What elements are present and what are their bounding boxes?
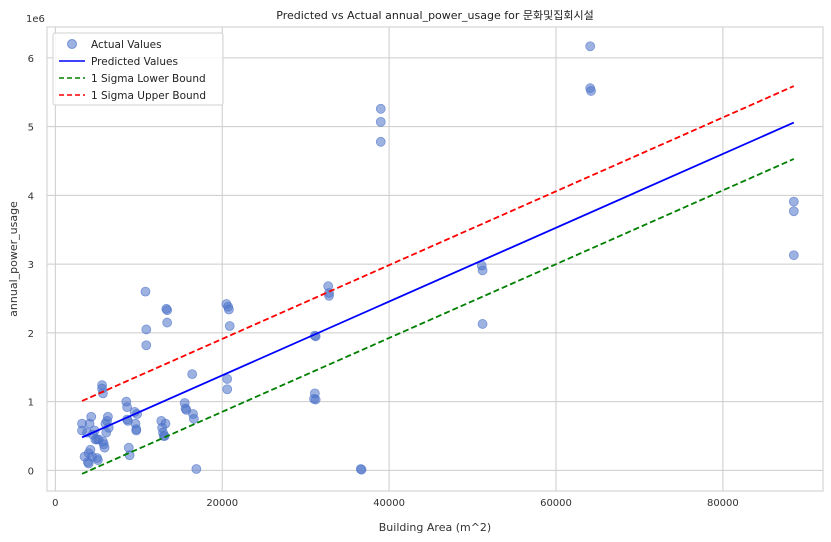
actual-point	[224, 304, 234, 315]
actual-point	[141, 340, 152, 351]
legend: Actual Values Predicted Values 1 Sigma L…	[52, 32, 224, 106]
upper-bound-line	[81, 85, 795, 402]
actual-point	[103, 411, 113, 422]
x-axis-label: Building Area (m^2)	[379, 521, 491, 534]
actual-point	[86, 411, 97, 422]
y-tick-label: 3	[28, 260, 34, 271]
legend-marker-actual	[67, 39, 77, 49]
actual-point	[188, 413, 199, 424]
y-tick-label: 4	[28, 191, 34, 202]
actual-point	[222, 384, 233, 395]
actual-point	[585, 41, 596, 52]
actual-point	[375, 103, 386, 114]
actual-point	[191, 464, 202, 474]
actual-point	[222, 374, 233, 384]
legend-label-lower: 1 Sigma Lower Bound	[91, 73, 206, 85]
actual-point	[477, 319, 488, 329]
y-tick-label: 1	[28, 398, 34, 409]
x-tick-label: 80000	[707, 498, 739, 509]
actual-point	[375, 136, 386, 147]
actual-point	[375, 116, 386, 127]
actual-point	[586, 86, 596, 96]
predicted-line	[81, 121, 795, 439]
y-axis-label: annual_power_usage	[7, 201, 20, 317]
actual-point	[131, 425, 142, 436]
actual-point	[160, 418, 171, 429]
legend-label-actual: Actual Values	[91, 39, 162, 51]
actual-point	[162, 305, 173, 316]
legend-label-predicted: Predicted Values	[91, 56, 178, 68]
actual-point	[356, 464, 367, 475]
chart-title: Predicted vs Actual annual_power_usage f…	[276, 9, 593, 22]
lower-bound-line	[81, 158, 795, 475]
actual-point	[140, 286, 151, 297]
y-scale-label: 1e6	[26, 14, 45, 25]
actual-point	[141, 324, 152, 335]
y-tick-label: 2	[28, 329, 34, 340]
x-tick-label: 20000	[206, 498, 238, 509]
y-tick-label: 6	[28, 54, 34, 65]
legend-label-upper: 1 Sigma Upper Bound	[91, 90, 206, 102]
actual-point	[477, 265, 488, 276]
y-axis-ticks: 0 1 2 3 4 5 6	[28, 54, 34, 477]
actual-point	[122, 402, 133, 413]
x-tick-label: 40000	[373, 498, 405, 509]
actual-point	[788, 206, 799, 217]
y-tick-label: 0	[28, 466, 34, 477]
actual-point	[310, 394, 321, 405]
series	[77, 41, 799, 475]
actual-point	[187, 369, 198, 380]
actual-point	[99, 442, 110, 453]
legend-box	[52, 32, 224, 106]
x-tick-label: 60000	[540, 498, 572, 509]
actual-point	[92, 455, 103, 465]
x-tick-label: 0	[52, 498, 58, 509]
actual-point	[224, 321, 235, 331]
y-tick-label: 5	[28, 123, 34, 134]
actual-point	[788, 250, 799, 261]
x-axis-ticks: 0 20000 40000 60000 80000	[52, 498, 739, 509]
actual-point	[162, 317, 173, 328]
plot-area	[46, 26, 824, 492]
actual-point	[788, 196, 799, 207]
